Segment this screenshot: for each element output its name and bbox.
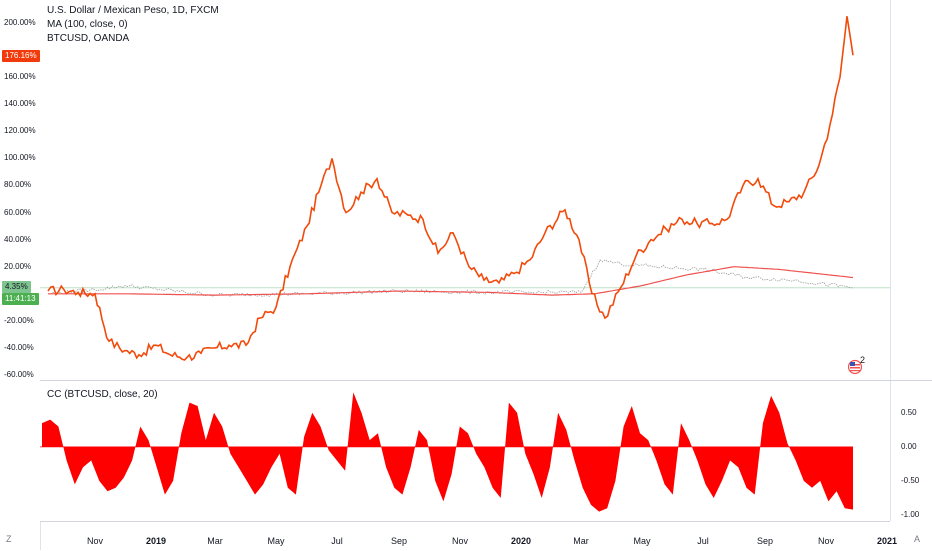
compare-value-badge: 4.35% [2,281,31,293]
price-tick-label: 100.00% [4,153,36,163]
btcusd-series-line [47,16,854,362]
flag-count: 2 [860,355,866,365]
price-tick-label: -20.00% [4,315,34,325]
main-chart-svg[interactable] [40,0,890,380]
time-tick-label: May [267,536,285,546]
cc-legend: CC (BTCUSD, close, 20) [47,388,158,402]
price-tick-label: 40.00% [4,234,32,244]
time-tick-label: Mar [573,536,589,546]
left-toolbar-strip [0,0,41,550]
cc-indicator-pane[interactable] [40,381,890,521]
time-tick-label: 2020 [510,536,532,546]
legend-symbol[interactable]: U.S. Dollar / Mexican Peso, 1D, FXCM [47,5,219,16]
time-tick-label: Sep [756,536,774,546]
time-tick-label: May [633,536,651,546]
price-tick-label: 200.00% [4,18,36,27]
cc-area-fill [42,392,853,512]
main-price-pane[interactable] [40,0,890,380]
cc-chart-svg[interactable] [40,381,890,521]
compare-series-line [47,259,854,297]
time-tick-label: Jul [697,536,709,546]
main-price-axis[interactable] [890,0,932,380]
current-value-badge: 176.16% [2,50,40,62]
time-tick-label: Nov [817,536,835,546]
time-axis[interactable]: Nov 2019 Mar May Jul Sep Nov 2020 Mar May Jul Sep No… [40,521,897,551]
time-tick-label: Mar [207,536,223,546]
cc-tick-label: -1.00 [901,510,920,519]
price-tick-label: 20.00% [4,261,32,271]
time-tick-label: Nov [86,536,104,546]
price-tick-label: 60.00% [4,207,32,217]
zoom-toggle-button[interactable]: Z [6,534,12,544]
time-tick-label: 2021 [876,536,898,546]
cc-value-axis[interactable]: 0.50 0.00 -0.50 -1.00 [890,381,932,521]
time-tick-label: 2019 [145,536,167,546]
pane-divider[interactable] [40,380,932,381]
price-tick-label: 120.00% [4,126,36,136]
countdown-badge: 11:41:13 [2,293,39,305]
price-tick-label: -40.00% [4,342,34,352]
auto-scale-button[interactable]: A [914,534,921,544]
time-tick-label: Sep [390,536,408,546]
cc-tick-label: 0.50 [901,407,917,417]
price-tick-label: -60.00% [4,370,34,379]
cc-tick-label: 0.00 [901,441,917,451]
earnings-flag-icon[interactable]: 2 [848,355,866,375]
ma-series-line [48,266,854,296]
legend-compare[interactable]: BTCUSD, OANDA [47,33,130,44]
price-tick-label: 80.00% [4,180,32,190]
legend-ma[interactable]: MA (100, close, 0) [47,19,128,30]
legend-cc[interactable]: CC (BTCUSD, close, 20) [47,389,158,400]
price-tick-label: 140.00% [4,99,36,109]
time-tick-label: Nov [451,536,469,546]
price-tick-label: 160.00% [4,72,36,82]
time-tick-label: Jul [331,536,343,546]
cc-tick-label: -0.50 [901,475,920,485]
main-legend: U.S. Dollar / Mexican Peso, 1D, FXCM MA … [47,4,219,46]
